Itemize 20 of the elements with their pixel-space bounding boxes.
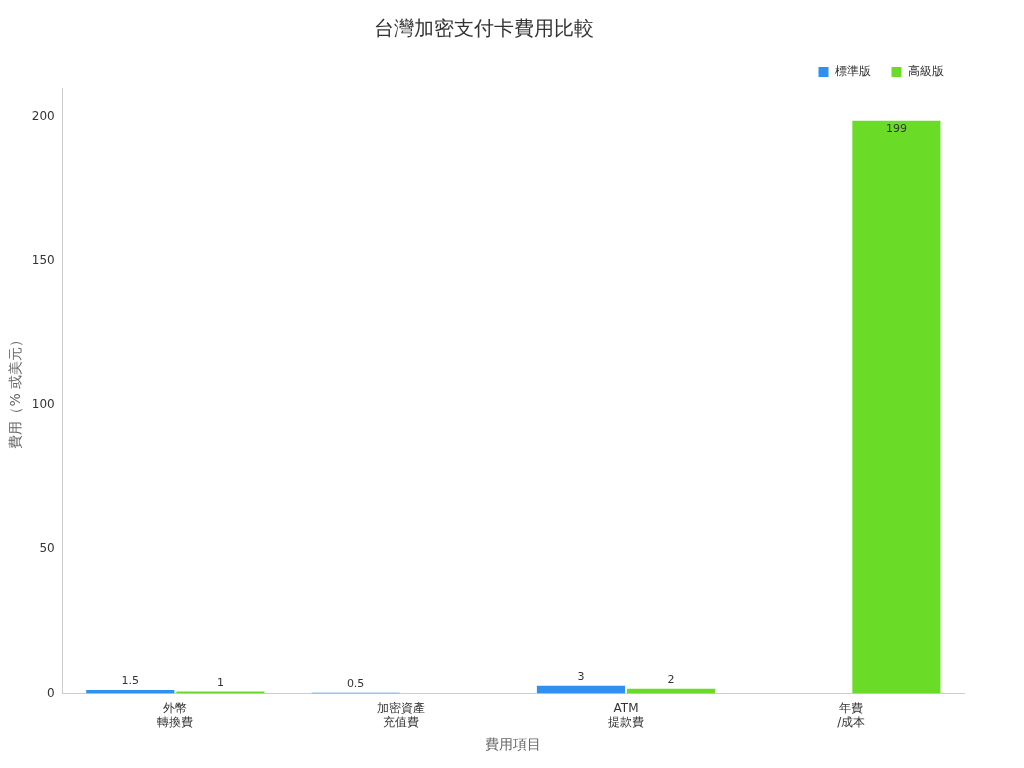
data-label: 3 [577, 670, 585, 684]
y-tick-label: 0 [47, 685, 55, 700]
y-tick-label: 200 [31, 108, 55, 123]
x-tick-label: ATM提款費 [608, 700, 645, 730]
legend-label: 標準版 [835, 64, 871, 79]
data-label: 1.5 [121, 674, 140, 688]
y-axis-title: 費用（% 或美元） [7, 332, 24, 449]
data-label: 2 [667, 672, 675, 686]
legend-label: 高級版 [908, 64, 944, 79]
data-label: 0.5 [346, 677, 365, 691]
data-label: 199 [885, 122, 907, 136]
x-tick-label: 年費/成本 [837, 700, 866, 730]
y-tick-label: 100 [31, 397, 55, 412]
y-tick-label: 50 [39, 541, 55, 556]
x-tick-label: 加密資產充值費 [376, 700, 425, 730]
data-label: 1 [216, 675, 224, 689]
y-tick-label: 150 [31, 253, 55, 268]
x-tick-label: 外幣轉換費 [157, 700, 194, 730]
x-axis-title: 費用項目 [485, 736, 542, 753]
chart-title: 台灣加密支付卡費用比較 [374, 16, 594, 41]
